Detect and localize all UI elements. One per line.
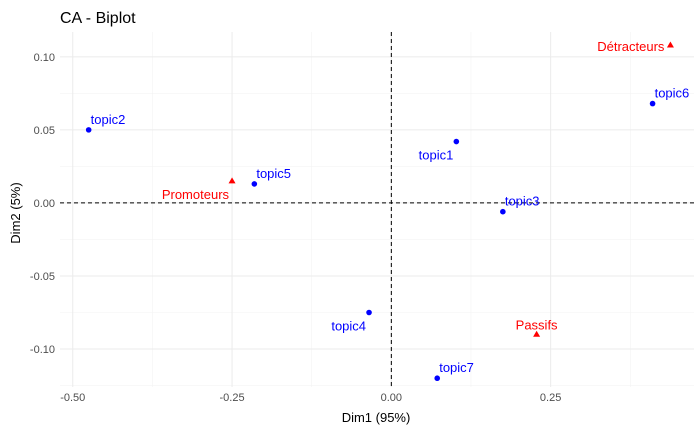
x-tick-label: 0.00: [381, 392, 402, 404]
x-axis-title: Dim1 (95%): [342, 410, 411, 425]
label-topic2: topic2: [91, 112, 126, 127]
label-topic5: topic5: [256, 166, 291, 181]
x-tick-label: 0.25: [540, 392, 561, 404]
grid: [60, 32, 694, 387]
point-topic2: [85, 127, 92, 133]
point-topic1: [453, 138, 460, 145]
data-points: [85, 41, 674, 382]
y-axis-ticks: -0.10 -0.05 0.00 0.05 0.10: [30, 52, 55, 356]
point-topic4: [366, 309, 372, 316]
x-tick-label: -0.50: [60, 392, 85, 404]
point-Passifs: [533, 330, 541, 337]
y-tick-label: 0.10: [34, 52, 55, 64]
y-tick-label: 0.05: [34, 125, 55, 137]
point-topic7: [434, 375, 441, 382]
label-Détracteurs: Détracteurs: [597, 39, 665, 54]
point-topic5: [251, 181, 258, 187]
x-axis-ticks: -0.50 -0.25 0.00 0.25: [60, 392, 561, 404]
label-topic1: topic1: [419, 148, 454, 163]
point-Promoteurs: [228, 177, 236, 184]
label-Passifs: Passifs: [516, 317, 558, 332]
y-tick-label: 0.00: [34, 198, 55, 210]
label-topic7: topic7: [439, 360, 474, 375]
point-topic3: [500, 208, 506, 215]
x-tick-label: -0.25: [220, 392, 245, 404]
point-Détracteurs: [666, 41, 674, 48]
y-axis-title: Dim2 (5%): [8, 182, 23, 243]
label-Promoteurs: Promoteurs: [162, 187, 230, 202]
chart-title: CA - Biplot: [60, 10, 136, 27]
label-topic3: topic3: [505, 194, 540, 209]
y-tick-label: -0.05: [30, 271, 55, 283]
point-topic6: [649, 100, 656, 107]
label-topic4: topic4: [331, 318, 366, 333]
y-tick-label: -0.10: [30, 344, 55, 356]
label-topic6: topic6: [655, 86, 690, 101]
point-labels: topic1 topic2 topic3 topic4 topic5 topic6 topi…: [91, 39, 690, 375]
reference-lines: [60, 32, 694, 387]
